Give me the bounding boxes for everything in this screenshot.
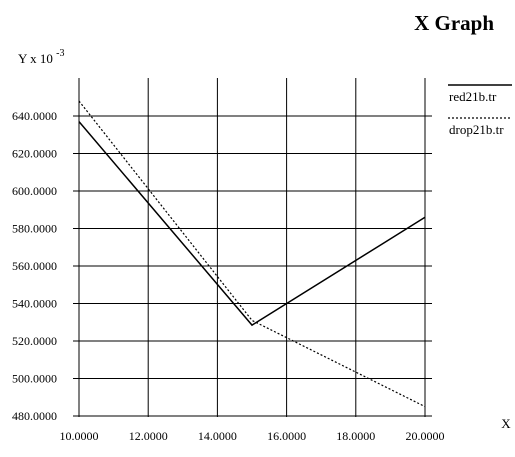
x-tick-labels: 10.0000 12.0000 14.0000 16.0000 18.0000 20.00… xyxy=(60,429,445,443)
y-axis-label-base: Y x 10 xyxy=(18,51,53,66)
x-tick-label: 10.0000 xyxy=(60,429,99,443)
x-tick-label: 16.0000 xyxy=(267,429,306,443)
chart-title: X Graph xyxy=(414,11,494,35)
x-tick-label: 18.0000 xyxy=(336,429,375,443)
y-tick-label: 480.0000 xyxy=(12,409,57,423)
y-tick-labels: 480.0000 500.0000 520.0000 540.0000 560.0000… xyxy=(12,109,57,423)
plot-grid xyxy=(73,78,432,417)
y-tick-label: 640.0000 xyxy=(12,109,57,123)
y-tick-label: 500.0000 xyxy=(12,372,57,386)
y-tick-label: 540.0000 xyxy=(12,297,57,311)
y-tick-label: 620.0000 xyxy=(12,147,57,161)
legend-label: red21b.tr xyxy=(449,89,497,104)
y-tick-label: 580.0000 xyxy=(12,222,57,236)
y-axis-label-exponent: -3 xyxy=(56,48,64,59)
series-line-dotted xyxy=(78,100,426,408)
series-line-solid xyxy=(78,121,426,327)
y-tick-label: 560.0000 xyxy=(12,259,57,273)
y-axis-label: Y x 10 -3 xyxy=(18,48,65,66)
legend: red21b.tr drop21b.tr xyxy=(448,84,512,137)
y-tick-label: 520.0000 xyxy=(12,334,57,348)
x-tick-label: 12.0000 xyxy=(129,429,168,443)
x-tick-label: 14.0000 xyxy=(198,429,237,443)
x-axis-label: X xyxy=(501,416,511,431)
legend-label: drop21b.tr xyxy=(449,122,504,137)
y-tick-label: 600.0000 xyxy=(12,184,57,198)
x-tick-label: 20.0000 xyxy=(406,429,445,443)
series-lines xyxy=(78,100,426,408)
